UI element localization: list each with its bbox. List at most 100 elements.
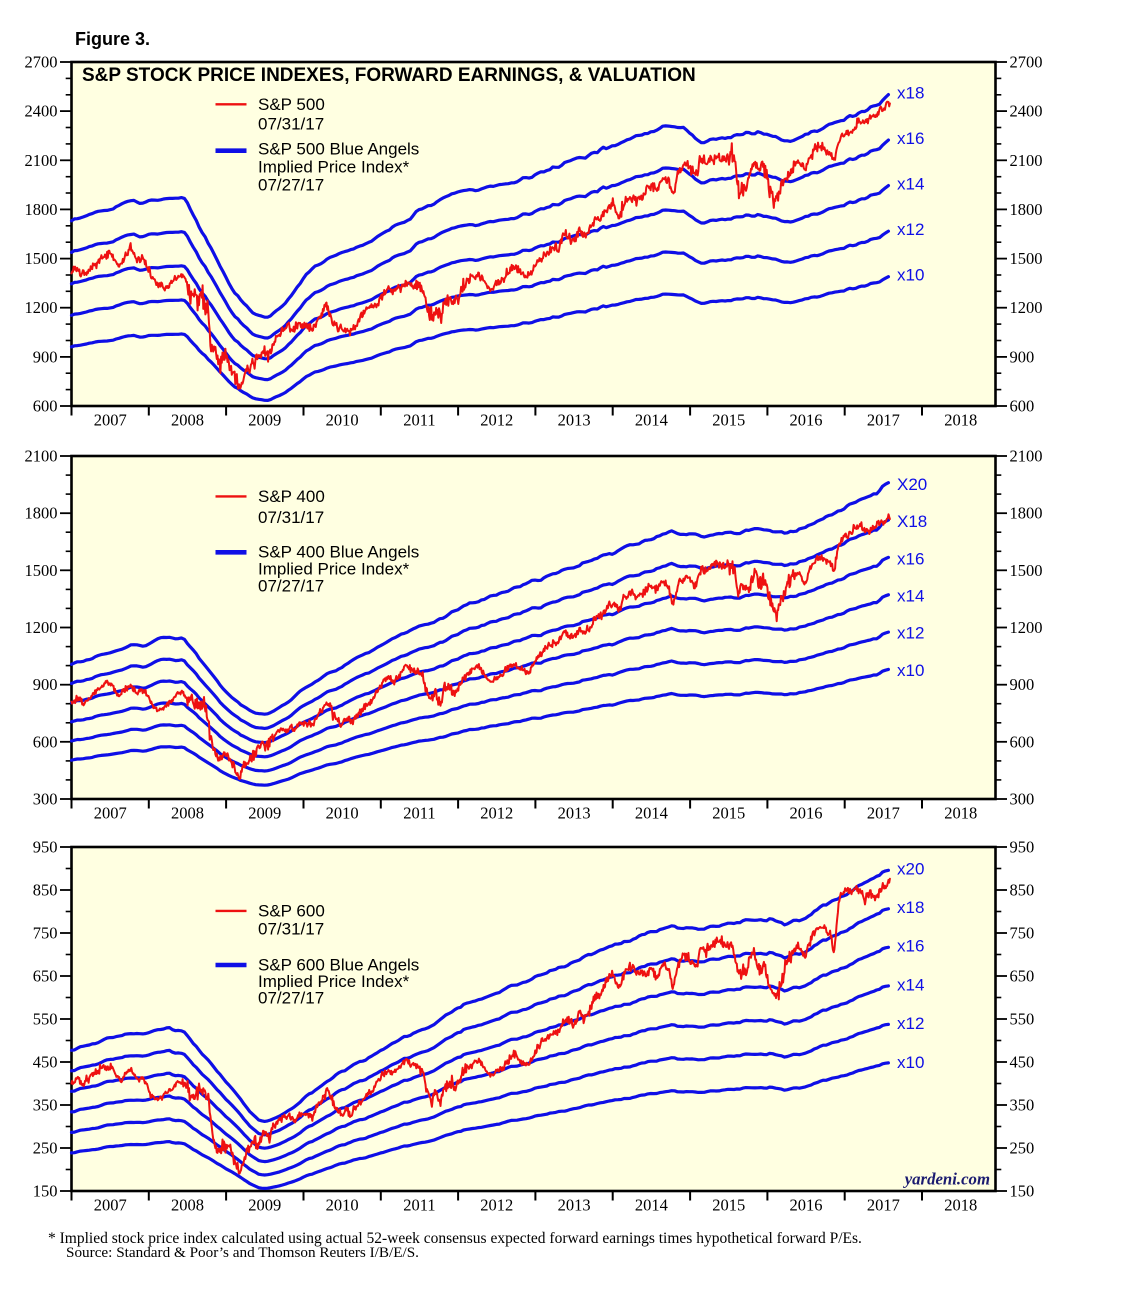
svg-text:2700: 2700: [25, 53, 58, 72]
svg-text:07/31/17: 07/31/17: [258, 919, 324, 938]
svg-text:2013: 2013: [558, 411, 591, 430]
svg-text:950: 950: [33, 838, 58, 857]
svg-text:2012: 2012: [480, 804, 513, 823]
svg-text:950: 950: [1010, 838, 1035, 857]
svg-text:S&P 500 Blue Angels: S&P 500 Blue Angels: [258, 140, 419, 159]
svg-text:150: 150: [33, 1182, 58, 1201]
svg-text:2012: 2012: [480, 411, 513, 430]
svg-text:2007: 2007: [94, 804, 127, 823]
svg-text:450: 450: [1010, 1053, 1035, 1072]
svg-text:850: 850: [33, 881, 58, 900]
svg-text:650: 650: [1010, 967, 1035, 986]
svg-text:X18: X18: [897, 512, 927, 531]
svg-text:x10: x10: [897, 266, 924, 285]
svg-text:550: 550: [33, 1010, 58, 1029]
svg-text:300: 300: [1010, 790, 1035, 809]
svg-text:2011: 2011: [403, 411, 435, 430]
svg-text:250: 250: [33, 1139, 58, 1158]
svg-text:2700: 2700: [1010, 53, 1043, 72]
svg-text:2011: 2011: [403, 804, 435, 823]
svg-text:2014: 2014: [635, 1196, 668, 1215]
svg-text:2008: 2008: [171, 804, 204, 823]
svg-text:2013: 2013: [558, 1196, 591, 1215]
svg-text:S&P 500: S&P 500: [258, 95, 325, 114]
svg-text:350: 350: [1010, 1096, 1035, 1115]
svg-text:2009: 2009: [248, 804, 281, 823]
svg-text:S&P 600: S&P 600: [258, 901, 325, 920]
svg-text:x18: x18: [897, 898, 924, 917]
svg-text:2013: 2013: [558, 804, 591, 823]
svg-text:2017: 2017: [867, 1196, 900, 1215]
svg-text:x16: x16: [897, 129, 924, 148]
svg-text:x12: x12: [897, 624, 924, 643]
svg-text:Source: Standard & Poor’s and: Source: Standard & Poor’s and Thomson Re…: [66, 1244, 419, 1261]
svg-text:1800: 1800: [25, 200, 58, 219]
svg-text:Implied Price Index*: Implied Price Index*: [258, 158, 410, 177]
svg-text:900: 900: [1010, 347, 1035, 366]
svg-text:07/31/17: 07/31/17: [258, 508, 324, 527]
svg-text:350: 350: [33, 1096, 58, 1115]
svg-text:2015: 2015: [712, 1196, 745, 1215]
svg-text:2017: 2017: [867, 411, 900, 430]
svg-text:2012: 2012: [480, 1196, 513, 1215]
svg-text:1500: 1500: [1010, 561, 1043, 580]
svg-text:x16: x16: [897, 549, 924, 568]
svg-text:600: 600: [1010, 732, 1035, 751]
svg-text:2008: 2008: [171, 1196, 204, 1215]
svg-text:900: 900: [1010, 675, 1035, 694]
svg-text:600: 600: [33, 397, 58, 416]
svg-text:* Implied stock price index ca: * Implied stock price index calculated u…: [48, 1230, 862, 1247]
svg-text:2011: 2011: [403, 1196, 435, 1215]
svg-text:2010: 2010: [326, 411, 359, 430]
svg-text:x10: x10: [897, 661, 924, 680]
svg-text:x18: x18: [897, 84, 924, 103]
svg-text:x16: x16: [897, 937, 924, 956]
svg-text:250: 250: [1010, 1139, 1035, 1158]
svg-text:900: 900: [33, 675, 58, 694]
svg-text:S&P 400 Blue Angels: S&P 400 Blue Angels: [258, 542, 419, 561]
svg-text:x20: x20: [897, 859, 924, 878]
svg-text:2017: 2017: [867, 804, 900, 823]
svg-text:x12: x12: [897, 220, 924, 239]
svg-text:x14: x14: [897, 587, 924, 606]
svg-text:900: 900: [33, 347, 58, 366]
svg-text:2014: 2014: [635, 411, 668, 430]
svg-text:650: 650: [33, 967, 58, 986]
svg-text:2016: 2016: [790, 804, 823, 823]
svg-text:S&P STOCK PRICE INDEXES, FORWA: S&P STOCK PRICE INDEXES, FORWARD EARNING…: [82, 65, 696, 86]
svg-text:2016: 2016: [790, 411, 823, 430]
svg-text:1800: 1800: [1010, 200, 1043, 219]
svg-text:2100: 2100: [1010, 151, 1043, 170]
svg-text:600: 600: [33, 732, 58, 751]
svg-text:1500: 1500: [25, 561, 58, 580]
svg-text:x14: x14: [897, 975, 924, 994]
svg-text:2009: 2009: [248, 1196, 281, 1215]
svg-text:450: 450: [33, 1053, 58, 1072]
svg-text:1200: 1200: [25, 298, 58, 317]
svg-text:550: 550: [1010, 1010, 1035, 1029]
svg-text:S&P 400: S&P 400: [258, 487, 325, 506]
svg-text:2007: 2007: [94, 1196, 127, 1215]
svg-text:2010: 2010: [326, 804, 359, 823]
svg-text:2100: 2100: [25, 447, 58, 466]
svg-text:Implied Price Index*: Implied Price Index*: [258, 559, 410, 578]
svg-text:2018: 2018: [944, 1196, 977, 1215]
svg-text:x12: x12: [897, 1014, 924, 1033]
svg-text:1500: 1500: [1010, 249, 1043, 268]
svg-text:07/27/17: 07/27/17: [258, 989, 324, 1008]
svg-text:2007: 2007: [94, 411, 127, 430]
svg-text:2009: 2009: [248, 411, 281, 430]
svg-text:1800: 1800: [25, 504, 58, 523]
svg-text:07/31/17: 07/31/17: [258, 115, 324, 134]
svg-text:2008: 2008: [171, 411, 204, 430]
svg-text:S&P 600 Blue Angels: S&P 600 Blue Angels: [258, 956, 419, 975]
svg-text:2018: 2018: [944, 804, 977, 823]
svg-text:2015: 2015: [712, 411, 745, 430]
svg-text:1200: 1200: [1010, 298, 1043, 317]
svg-text:yardeni.com: yardeni.com: [903, 1170, 990, 1189]
svg-text:1800: 1800: [1010, 504, 1043, 523]
svg-text:600: 600: [1010, 397, 1035, 416]
svg-text:750: 750: [33, 924, 58, 943]
svg-text:750: 750: [1010, 924, 1035, 943]
svg-text:1200: 1200: [25, 618, 58, 637]
